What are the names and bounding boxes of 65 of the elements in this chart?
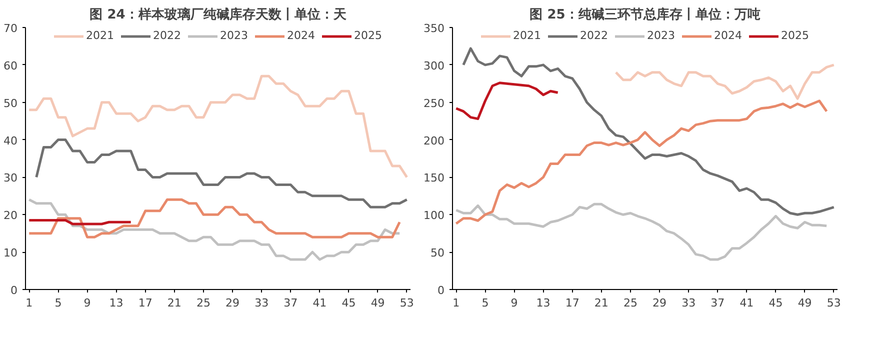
legend-label: 2024 [287, 29, 315, 42]
y-tick-label: 10 [4, 246, 18, 260]
legend-label: 2022 [153, 29, 181, 42]
line-series [462, 47, 836, 216]
x-tick-label: 21 [594, 296, 608, 310]
line-series [454, 100, 828, 225]
x-tick-label: 49 [798, 296, 812, 310]
x-tick-label: 25 [623, 296, 638, 310]
y-tick-label: 200 [424, 134, 445, 148]
x-tick-label: 29 [226, 296, 240, 310]
x-tick-label: 45 [768, 296, 783, 310]
y-tick-label: 0 [438, 284, 444, 297]
y-tick-label: 50 [4, 96, 18, 110]
y-tick-label: 70 [4, 22, 18, 35]
line-series [454, 82, 560, 120]
x-tick-label: 37 [710, 296, 725, 310]
y-tick-label: 300 [424, 59, 445, 72]
x-tick-label: 25 [196, 296, 210, 310]
legend-label: 2021 [86, 29, 114, 42]
line-series [35, 138, 408, 208]
x-tick-label: 33 [682, 296, 696, 310]
y-tick-label: 250 [424, 96, 445, 110]
legend-label: 2025 [354, 29, 382, 42]
x-tick-label: 21 [167, 296, 182, 310]
x-tick-label: 17 [138, 296, 152, 310]
legend-label: 2024 [714, 29, 742, 42]
y-tick-label: 350 [424, 22, 445, 35]
y-tick-label: 50 [430, 246, 445, 260]
line-series [614, 64, 836, 100]
x-tick-label: 53 [826, 296, 841, 310]
x-tick-label: 37 [284, 296, 298, 310]
x-tick-label: 29 [652, 296, 667, 310]
line-series [28, 198, 401, 261]
legend-label: 2022 [580, 29, 608, 42]
x-tick-label: 53 [400, 296, 414, 310]
legend-label: 2023 [220, 29, 248, 42]
line-series [28, 74, 408, 178]
x-tick-label: 13 [536, 296, 550, 310]
y-tick-label: 30 [4, 172, 18, 185]
y-tick-label: 40 [4, 134, 18, 148]
x-tick-label: 5 [482, 296, 489, 310]
y-tick-label: 100 [424, 209, 445, 222]
y-tick-label: 60 [4, 59, 18, 72]
chart-title: 图 24：样本玻璃厂纯碱库存天数丨单位：天 [90, 6, 348, 22]
legend-label: 2025 [781, 29, 809, 42]
legend-label: 2021 [513, 29, 541, 42]
legend-label: 2023 [647, 29, 675, 42]
x-tick-label: 41 [312, 296, 327, 310]
x-tick-label: 49 [370, 296, 385, 310]
y-tick-label: 20 [4, 209, 18, 222]
x-tick-label: 9 [84, 296, 91, 310]
x-tick-label: 45 [342, 296, 356, 310]
y-tick-label: 150 [424, 172, 445, 185]
x-tick-label: 1 [26, 296, 33, 310]
line-series [454, 202, 828, 261]
x-tick-label: 9 [510, 296, 518, 310]
line-series [28, 198, 401, 238]
x-tick-label: 41 [740, 296, 754, 310]
x-tick-label: 33 [254, 296, 269, 310]
chart-title: 图 25：纯碱三环节总库存丨单位：万吨 [530, 6, 760, 22]
x-tick-label: 13 [109, 296, 124, 310]
x-tick-label: 1 [452, 296, 460, 310]
x-tick-label: 17 [565, 296, 580, 310]
y-tick-label: 0 [10, 284, 18, 297]
x-tick-label: 5 [54, 296, 62, 310]
